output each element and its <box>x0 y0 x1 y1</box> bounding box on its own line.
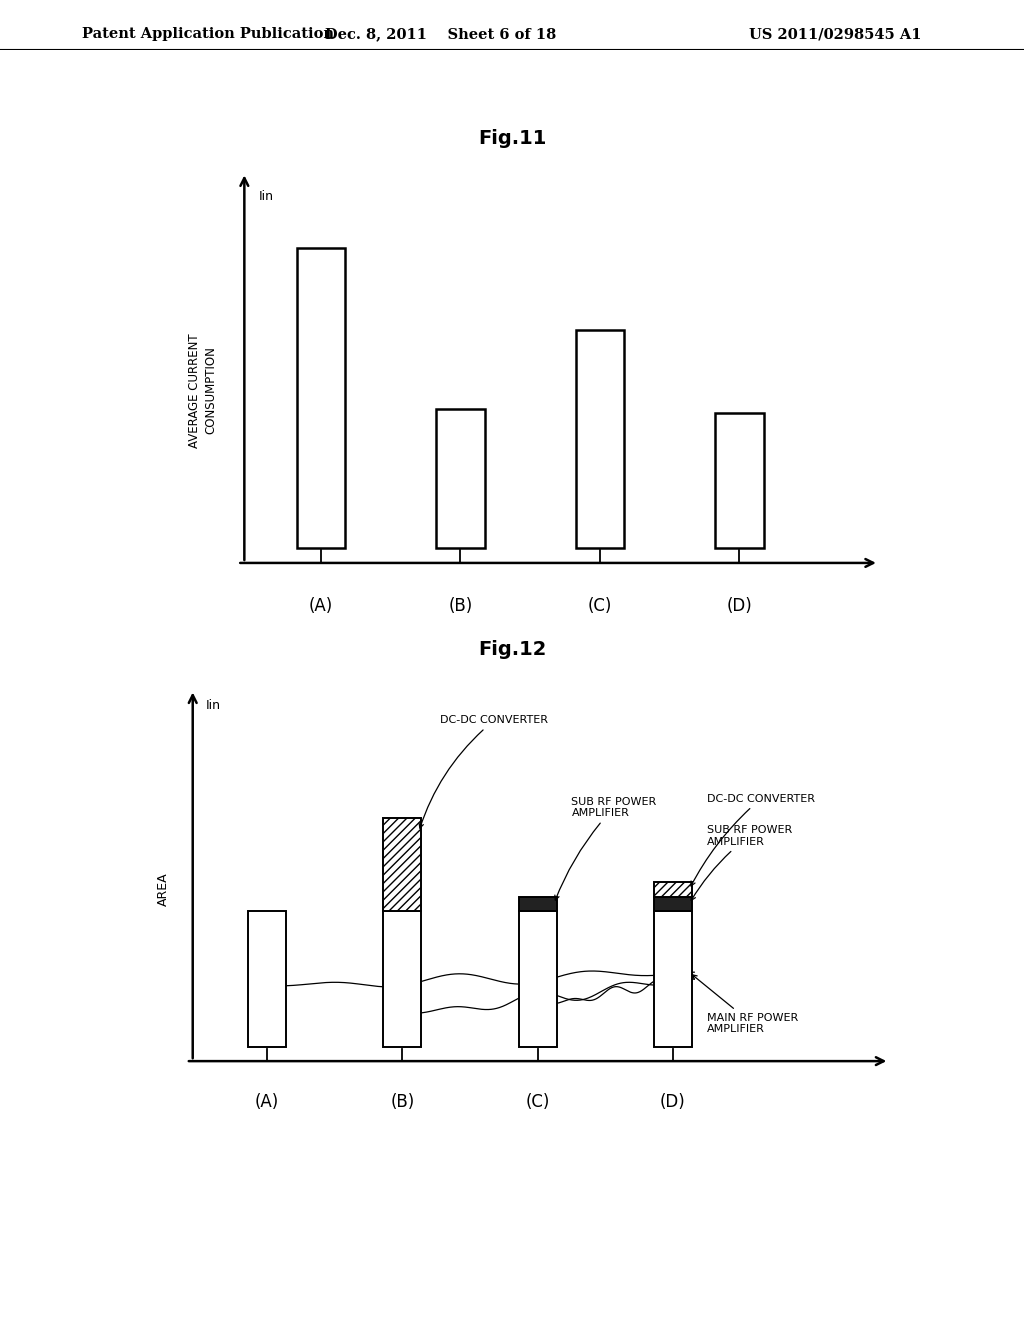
Text: (C): (C) <box>525 1093 550 1111</box>
Text: DC-DC CONVERTER: DC-DC CONVERTER <box>691 793 815 886</box>
Bar <box>575 330 625 548</box>
Text: SUB RF POWER
AMPLIFIER: SUB RF POWER AMPLIFIER <box>555 796 656 900</box>
Bar <box>248 911 286 1047</box>
Bar <box>715 413 764 548</box>
Bar <box>436 409 485 548</box>
Text: (A): (A) <box>255 1093 280 1111</box>
Text: (D): (D) <box>660 1093 686 1111</box>
Bar <box>654 911 692 1047</box>
Text: Fig.11: Fig.11 <box>478 129 546 148</box>
Text: (C): (C) <box>588 597 612 615</box>
Bar <box>519 911 556 1047</box>
Text: Iin: Iin <box>206 700 221 713</box>
Text: US 2011/0298545 A1: US 2011/0298545 A1 <box>750 28 922 41</box>
Text: Patent Application Publication: Patent Application Publication <box>82 28 334 41</box>
Bar <box>654 896 692 911</box>
Text: (A): (A) <box>309 597 333 615</box>
Text: (D): (D) <box>726 597 753 615</box>
Text: AREA: AREA <box>157 873 169 907</box>
Text: (B): (B) <box>390 1093 415 1111</box>
Bar <box>297 248 345 548</box>
Text: Dec. 8, 2011    Sheet 6 of 18: Dec. 8, 2011 Sheet 6 of 18 <box>325 28 556 41</box>
Bar <box>383 818 421 911</box>
Text: Fig.12: Fig.12 <box>478 640 546 659</box>
Text: MAIN RF POWER
AMPLIFIER: MAIN RF POWER AMPLIFIER <box>692 974 798 1035</box>
Text: AVERAGE CURRENT
CONSUMPTION: AVERAGE CURRENT CONSUMPTION <box>187 333 217 447</box>
Bar <box>383 911 421 1047</box>
Text: DC-DC CONVERTER: DC-DC CONVERTER <box>419 715 548 828</box>
Text: (B): (B) <box>449 597 473 615</box>
Bar <box>654 883 692 896</box>
Text: SUB RF POWER
AMPLIFIER: SUB RF POWER AMPLIFIER <box>691 825 792 900</box>
Text: Iin: Iin <box>258 190 273 203</box>
Bar <box>519 896 556 911</box>
